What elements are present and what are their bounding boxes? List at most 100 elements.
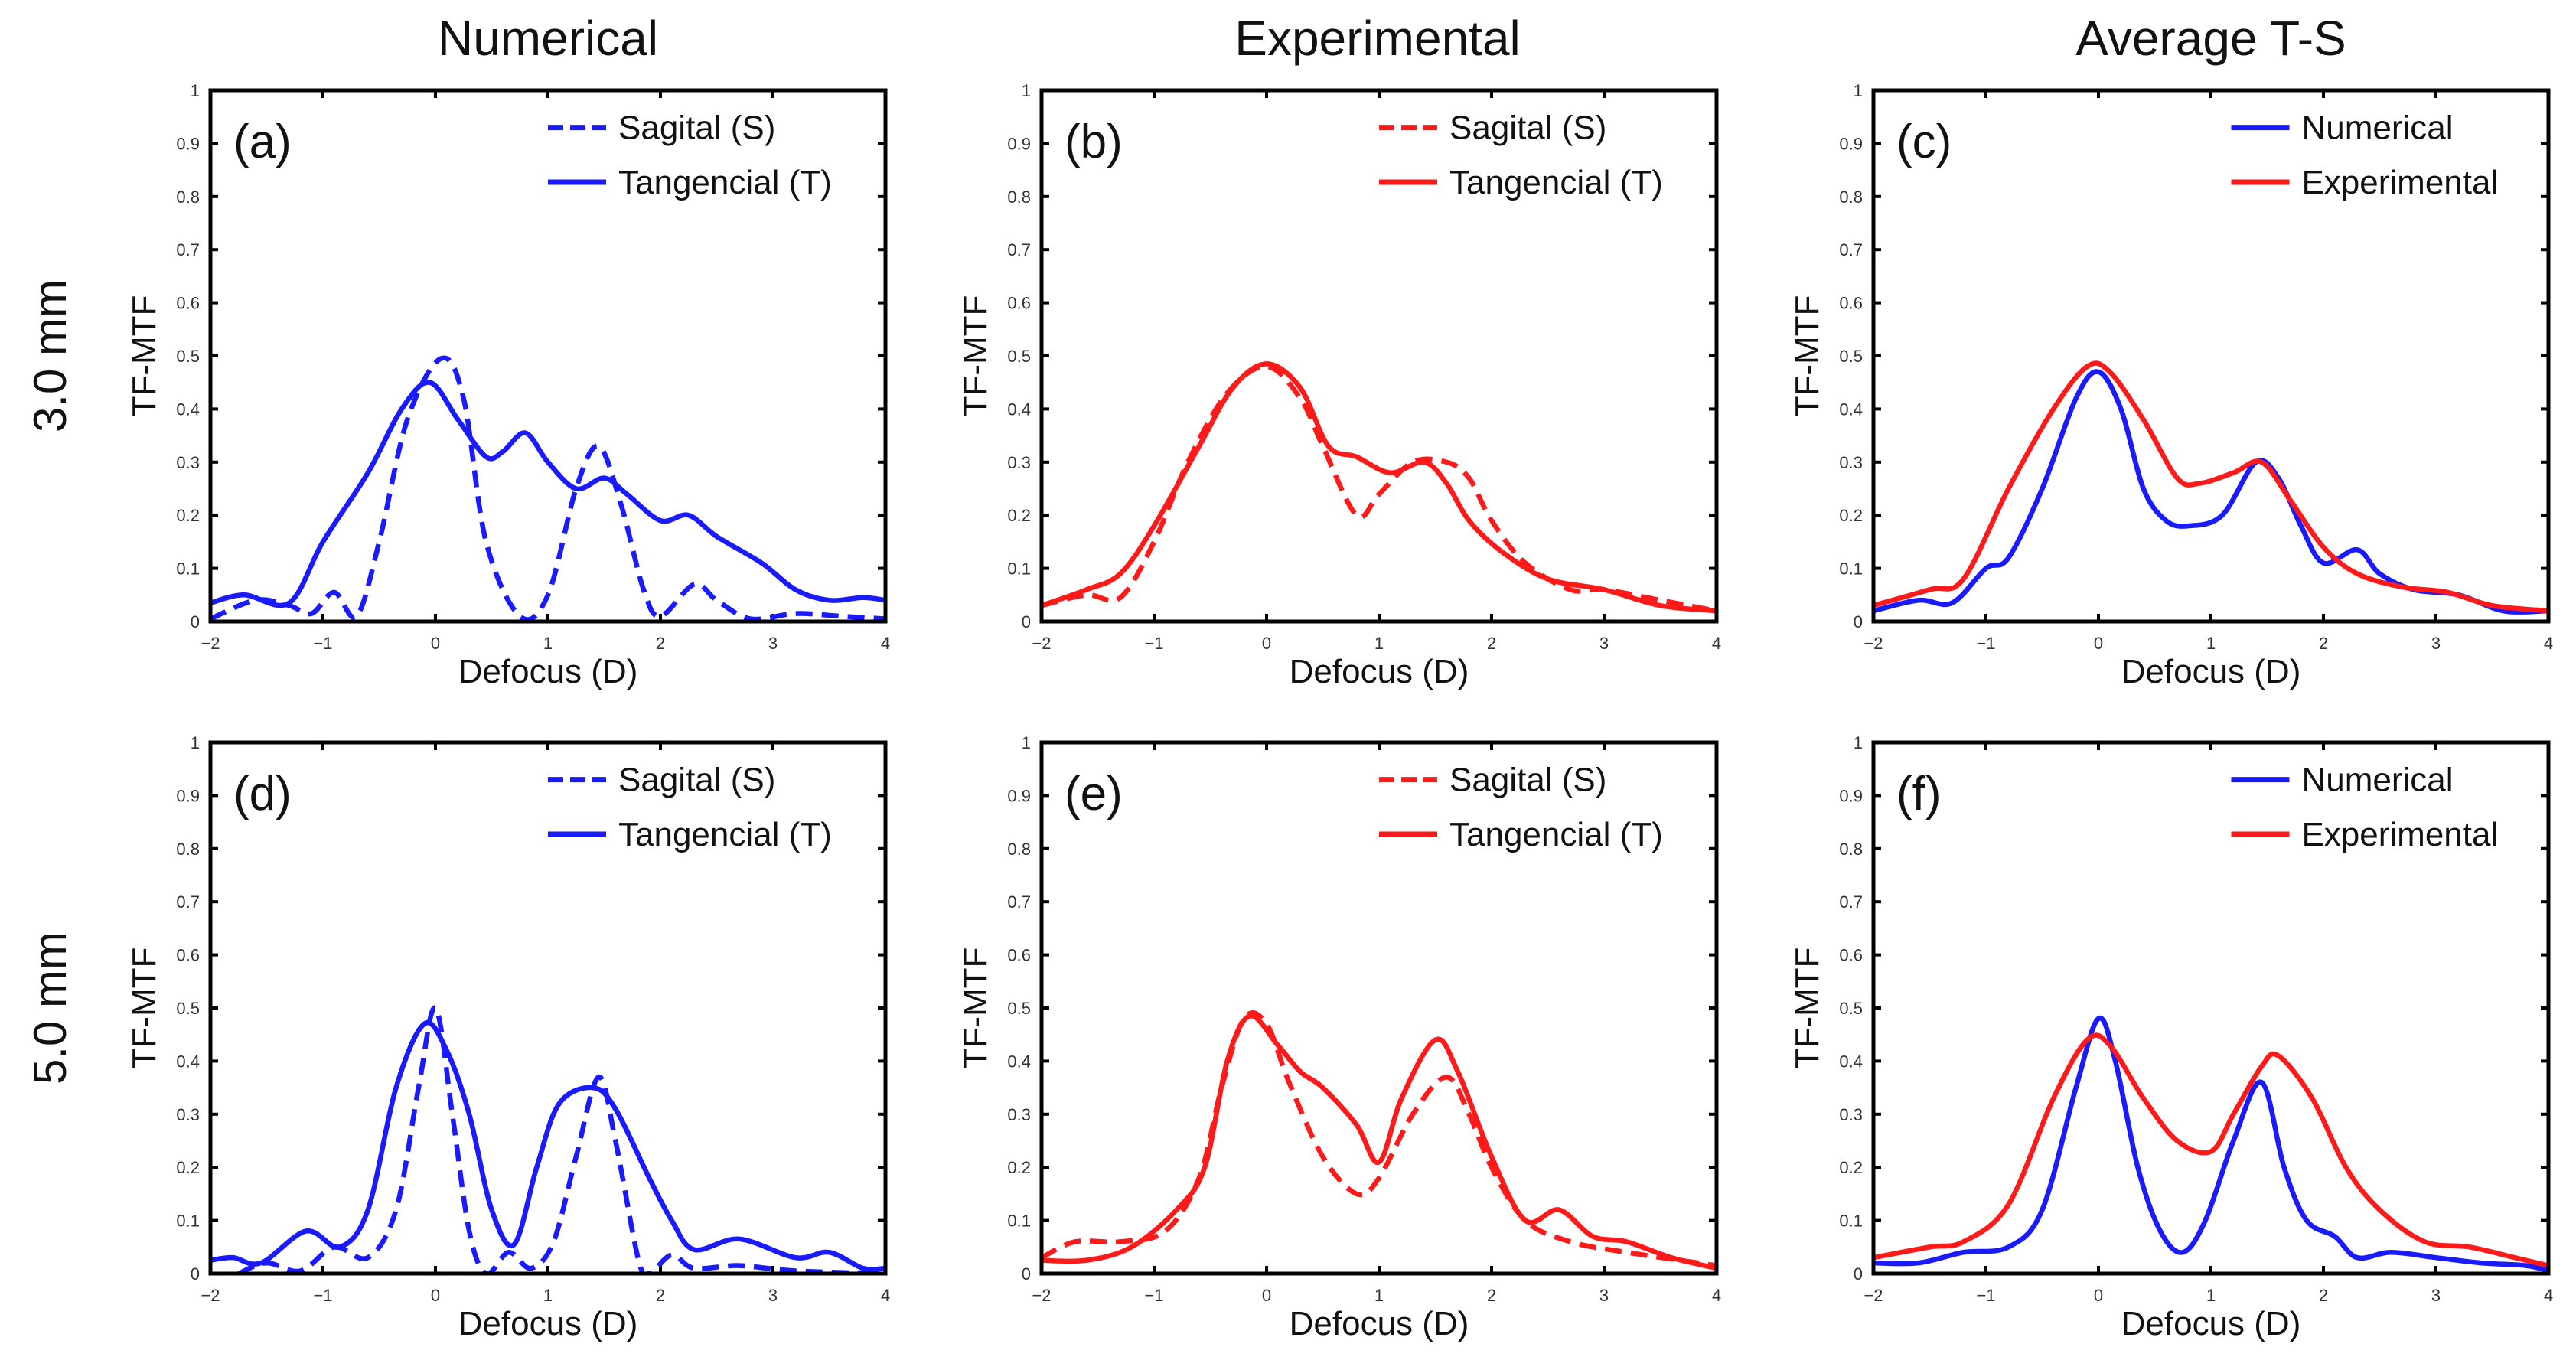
panel-c: 0 0.1 0.2 0.3 0.4 0.5 0.6 0.7 0.8 0.9 1 −2 −1 0 1 2 3 4 (c… (1789, 81, 2553, 690)
y-tick-label: 0.5 (1839, 347, 1863, 366)
y-tick-label: 0 (191, 1264, 200, 1284)
legend-label: Tangencial (T) (618, 816, 832, 853)
y-tick-label: 0.6 (1007, 294, 1031, 313)
legend-label: Sagital (S) (618, 762, 775, 799)
y-tick-label: 0 (1022, 1264, 1031, 1284)
y-tick-label: 0 (1854, 1264, 1863, 1284)
y-tick-label: 0.4 (1839, 1052, 1863, 1071)
y-tick-label: 0.1 (1007, 1212, 1031, 1231)
panel-d: 0 0.1 0.2 0.3 0.4 0.5 0.6 0.7 0.8 0.9 1 −2 −1 0 1 2 3 4 (d… (126, 733, 890, 1342)
x-tick-label: −1 (1144, 1286, 1163, 1305)
y-tick-label: 0.5 (176, 999, 200, 1018)
y-tick-label: 0 (1854, 612, 1863, 631)
series-line-numerical (1873, 369, 2548, 615)
y-tick-label: 0.3 (1007, 453, 1031, 472)
y-tick-label: 0.9 (1007, 786, 1031, 805)
y-tick-label: 0.5 (1839, 999, 1863, 1018)
x-tick-label: 3 (768, 634, 778, 653)
x-axis-label: Defocus (D) (458, 653, 638, 690)
series-line-experimental (1873, 360, 2548, 614)
x-tick-label: −1 (313, 1286, 332, 1305)
y-tick-label: 0.6 (176, 946, 200, 965)
axes-frame (1871, 740, 2551, 1276)
column-title-numerical: Numerical (438, 11, 658, 66)
y-tick-label: 0.6 (1839, 294, 1863, 313)
y-tick-label: 0.7 (176, 240, 200, 259)
x-tick-label: 4 (2544, 634, 2553, 653)
x-axis-label: Defocus (D) (2121, 1305, 2301, 1342)
series-line-sagital-s (210, 355, 885, 621)
y-tick-label: 0.8 (1839, 840, 1863, 859)
y-tick-label: 0.6 (176, 294, 200, 313)
y-axis-label: TF-MTF (957, 295, 994, 417)
x-tick-label: 0 (2094, 634, 2103, 653)
x-tick-label: 2 (2319, 1286, 2328, 1305)
series-line-tangencial-t (210, 1020, 885, 1272)
x-tick-label: 4 (1712, 1286, 1721, 1305)
y-tick-label: 1 (1022, 81, 1031, 100)
legend-label: Numerical (2301, 109, 2453, 147)
series-line-sagital-s (1042, 364, 1717, 614)
y-tick-label: 0.8 (1007, 840, 1031, 859)
x-tick-label: 2 (1487, 634, 1496, 653)
series-line-numerical (1873, 1015, 2548, 1274)
legend-label: Tangencial (T) (1449, 816, 1663, 853)
legend-label: Tangencial (T) (618, 164, 832, 201)
y-axis-label: TF-MTF (1789, 948, 1826, 1069)
y-tick-label: 0.4 (176, 1052, 200, 1071)
y-tick-label: 0.3 (176, 453, 200, 472)
y-tick-label: 0.1 (176, 1212, 200, 1231)
column-title-experimental: Experimental (1234, 11, 1521, 66)
x-tick-label: 2 (2319, 634, 2328, 653)
x-tick-label: 1 (543, 1286, 553, 1305)
x-tick-label: 0 (431, 634, 440, 653)
x-tick-label: 2 (656, 634, 665, 653)
legend-label: Experimental (2301, 164, 2498, 201)
y-axis-label: TF-MTF (1789, 295, 1826, 417)
x-axis-label: Defocus (D) (458, 1305, 638, 1342)
x-tick-label: −1 (1976, 634, 1995, 653)
x-tick-label: 1 (2206, 634, 2216, 653)
panel-b: 0 0.1 0.2 0.3 0.4 0.5 0.6 0.7 0.8 0.9 1 −2 −1 0 1 2 3 4 (b… (957, 81, 1721, 690)
y-tick-label: 0 (1022, 612, 1031, 631)
x-tick-label: −2 (201, 1286, 220, 1305)
y-tick-label: 0.1 (1839, 559, 1863, 579)
axes-frame (1039, 740, 1719, 1276)
x-tick-label: 2 (1487, 1286, 1496, 1305)
y-tick-label: 1 (191, 81, 200, 100)
x-tick-label: −2 (1032, 1286, 1051, 1305)
x-axis-label: Defocus (D) (1290, 1305, 1469, 1342)
x-tick-label: −2 (1864, 634, 1883, 653)
x-tick-label: 3 (2431, 634, 2441, 653)
x-tick-label: −1 (1976, 1286, 1995, 1305)
axes-frame (208, 740, 888, 1276)
x-axis-label: Defocus (D) (2121, 653, 2301, 690)
y-tick-label: 0.9 (176, 786, 200, 805)
y-tick-label: 0.9 (1839, 786, 1863, 805)
y-tick-label: 0.7 (176, 892, 200, 912)
y-tick-label: 0.7 (1839, 240, 1863, 259)
x-tick-label: −1 (313, 634, 332, 653)
y-tick-label: 0.5 (1007, 999, 1031, 1018)
series-line-tangencial-t (1042, 361, 1717, 614)
panel-label: (e) (1065, 768, 1123, 820)
y-tick-label: 0.2 (1839, 1158, 1863, 1177)
y-tick-label: 0.2 (1007, 506, 1031, 525)
y-tick-label: 0.7 (1839, 892, 1863, 912)
legend-label: Sagital (S) (1449, 109, 1606, 147)
y-tick-label: 0.3 (176, 1105, 200, 1124)
series-line-experimental (1873, 1032, 2548, 1268)
x-axis-label: Defocus (D) (1290, 653, 1469, 690)
x-tick-label: −2 (201, 634, 220, 653)
panel-f: 0 0.1 0.2 0.3 0.4 0.5 0.6 0.7 0.8 0.9 1 −2 −1 0 1 2 3 4 (f… (1789, 733, 2553, 1342)
y-tick-label: 0.1 (1839, 1212, 1863, 1231)
y-tick-label: 0.5 (176, 347, 200, 366)
panel-label: (d) (233, 768, 292, 820)
y-tick-label: 0.2 (1839, 506, 1863, 525)
panel-label: (f) (1896, 768, 1942, 820)
x-tick-label: 4 (1712, 634, 1721, 653)
x-tick-label: 0 (1262, 634, 1271, 653)
y-axis-label: TF-MTF (957, 948, 994, 1069)
y-tick-label: 1 (1854, 733, 1863, 752)
